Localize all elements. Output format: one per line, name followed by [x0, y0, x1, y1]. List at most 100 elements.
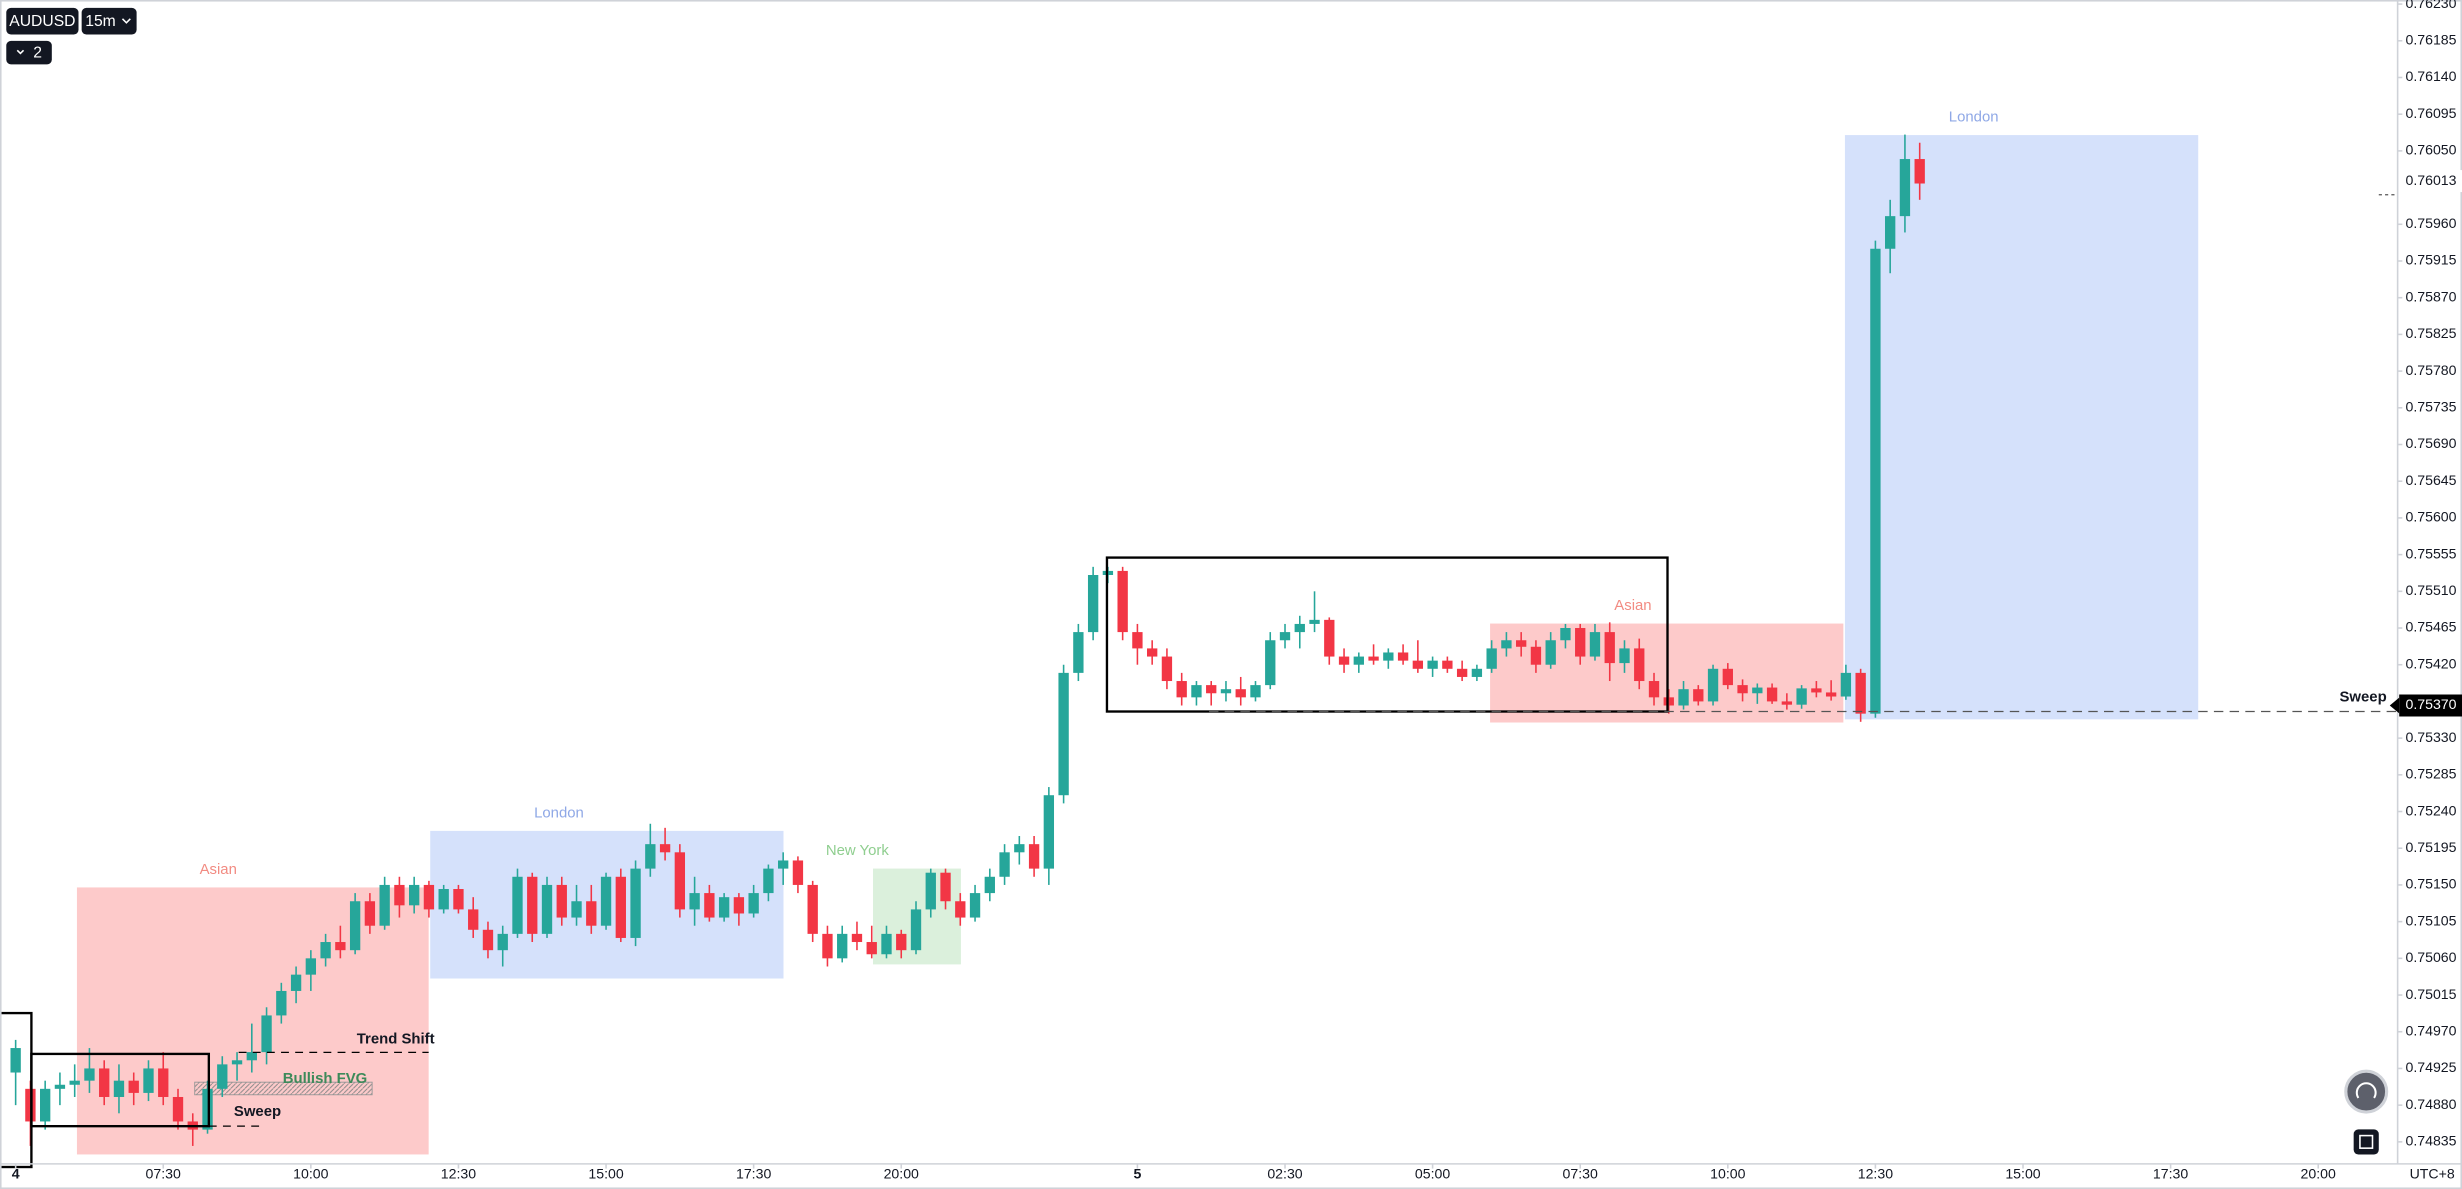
candle-body	[349, 901, 361, 951]
y-tick-label: 0.75780	[2405, 362, 2456, 378]
y-tick-label: 0.76185	[2405, 32, 2456, 48]
annotation: Sweep	[2339, 689, 2386, 705]
candle-body	[674, 852, 686, 910]
candle-body	[335, 942, 346, 951]
candle-body	[1324, 619, 1335, 657]
candle-body	[1220, 689, 1232, 694]
icon	[2359, 1134, 2374, 1149]
candle-body	[1678, 689, 1689, 706]
candle-body	[1338, 656, 1350, 665]
candle-body	[1501, 640, 1512, 649]
candle-body	[1412, 660, 1424, 669]
range-box	[30, 1052, 211, 1128]
candle-body	[394, 884, 405, 906]
toolbar[interactable]: AUDUSD 15m 2	[6, 7, 137, 65]
axes: 0.76230 0.76185 0.76140 0.76095 0.76050 0.759…	[12, 0, 2462, 1182]
y-tick-label: 0.75060	[2405, 949, 2456, 965]
candle-body	[910, 909, 922, 951]
y-tick-label: 0.75960	[2405, 215, 2456, 231]
y-tick-label: 0.76140	[2405, 68, 2456, 84]
candle-body	[10, 1048, 21, 1073]
y-tick-label: 0.74925	[2405, 1059, 2456, 1075]
candle-body	[1825, 692, 1837, 697]
symbol: AUDUSD	[9, 13, 75, 30]
candle-body	[586, 901, 597, 926]
candle-body	[778, 860, 789, 869]
candle-body	[453, 889, 464, 910]
y-tick-label: 0.75690	[2405, 435, 2456, 451]
annotation: Sweep	[234, 1104, 281, 1120]
candle-body	[1265, 640, 1276, 686]
candle-body	[1604, 632, 1615, 664]
candle-body	[1840, 672, 1852, 697]
candle-body	[1309, 619, 1320, 624]
candle-body	[1899, 159, 1911, 217]
candle-body	[1058, 672, 1069, 796]
candle-body	[984, 876, 995, 894]
x-tick-label: 20:00	[2301, 1166, 2336, 1182]
candle-body	[1855, 672, 1866, 714]
candle-body	[851, 933, 863, 943]
x-tick-label: 4	[12, 1166, 20, 1182]
price-label-box	[2399, 170, 2462, 193]
candle-body	[1516, 640, 1527, 647]
price-label: 0.76013	[2405, 172, 2456, 188]
candle-body	[837, 933, 848, 959]
candle-body	[630, 868, 641, 938]
x-tick-label: 20:00	[884, 1166, 919, 1182]
y-tick-label: 0.75465	[2405, 619, 2456, 635]
candle-body	[423, 884, 435, 910]
candle-body	[969, 893, 981, 918]
candle-body	[1028, 844, 1040, 869]
candle-body	[1530, 646, 1542, 665]
candle-body	[1619, 648, 1630, 664]
candle-body	[541, 884, 553, 934]
candle-body	[1471, 668, 1483, 677]
candle-body	[1766, 687, 1778, 702]
candle-body	[1206, 685, 1217, 694]
interval-chip[interactable]	[81, 7, 137, 35]
chevron	[16, 49, 25, 55]
candle-body	[1589, 632, 1601, 657]
y-tick-label: 0.75735	[2405, 399, 2456, 415]
candle-body	[1811, 688, 1822, 693]
candle-body	[1737, 685, 1748, 694]
indicator-chip[interactable]	[6, 40, 52, 65]
timezone: UTC+8	[2410, 1166, 2455, 1182]
candle-body	[1043, 795, 1055, 869]
y-tick-label: 0.75015	[2405, 986, 2456, 1002]
session-label: London	[1949, 110, 1999, 126]
session-label: Asian	[200, 862, 237, 878]
candle-body	[231, 1060, 243, 1065]
candle-body	[807, 884, 818, 934]
candle-body	[364, 901, 376, 926]
candle-body	[1560, 628, 1571, 641]
annotation: Bullish FVG	[283, 1071, 367, 1087]
candle-body	[1383, 652, 1394, 661]
candle-body	[512, 876, 523, 934]
candle-body	[1456, 668, 1468, 677]
candle-body	[999, 852, 1010, 877]
y-tick-label: 0.75510	[2405, 582, 2456, 598]
x-tick-label: 17:30	[2153, 1166, 2188, 1182]
candle-body	[1161, 656, 1173, 682]
y-tick-label: 0.74970	[2405, 1022, 2456, 1038]
screenshot-button[interactable]	[2353, 1129, 2379, 1155]
candle-body	[1353, 656, 1364, 665]
y-tick-label: 0.75195	[2405, 839, 2456, 855]
candle-body	[39, 1088, 51, 1122]
replay-button[interactable]	[2344, 1069, 2389, 1114]
x-tick-label: 02:30	[1267, 1166, 1302, 1182]
candle-body	[600, 876, 612, 926]
symbol-chip[interactable]	[6, 7, 79, 35]
candle-body	[615, 876, 626, 938]
candle-body	[217, 1064, 228, 1089]
icon	[2355, 1082, 2377, 1099]
candle-body	[645, 844, 656, 869]
candle-body	[571, 901, 582, 918]
candle-body	[1073, 632, 1084, 673]
candle-body	[718, 897, 730, 918]
candle-body	[1693, 689, 1704, 702]
